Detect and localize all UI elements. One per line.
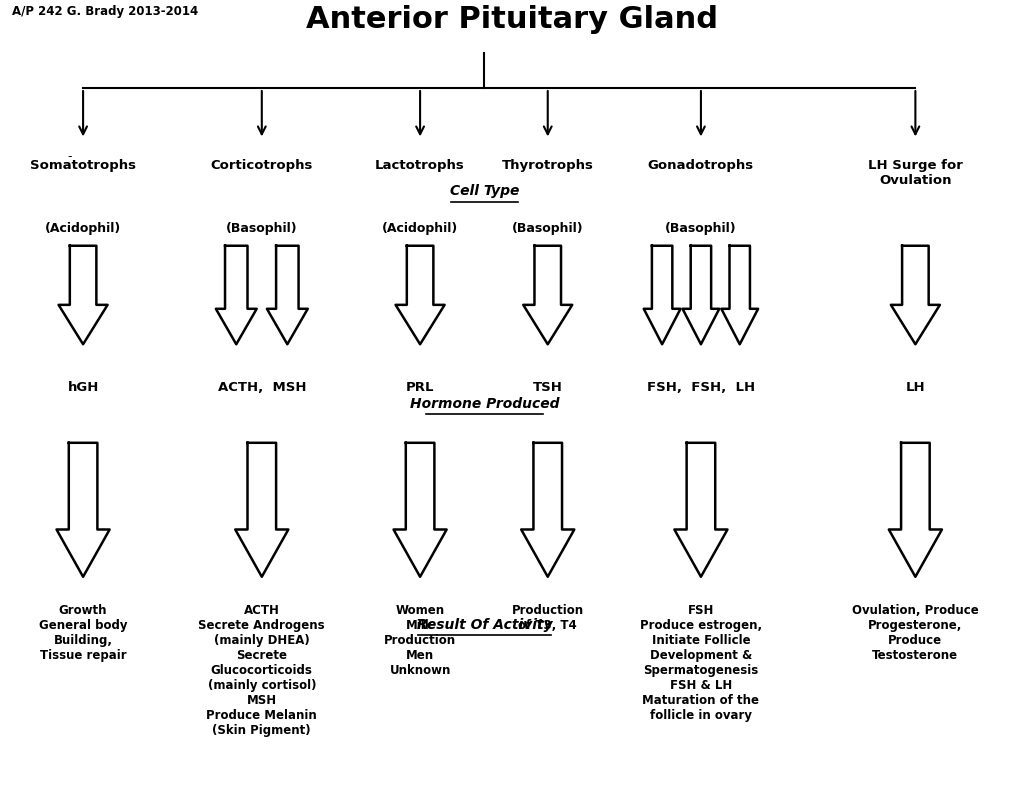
Text: Thyrotrophs: Thyrotrophs [502, 159, 594, 172]
Text: LH: LH [905, 381, 926, 394]
Text: Ovulation, Produce
Progesterone,
Produce
Testosterone: Ovulation, Produce Progesterone, Produce… [852, 604, 979, 662]
Text: ACTH
Secrete Androgens
(mainly DHEA)
Secrete
Glucocorticoids
(mainly cortisol)
M: ACTH Secrete Androgens (mainly DHEA) Sec… [199, 604, 325, 737]
Text: ACTH,  MSH: ACTH, MSH [217, 381, 306, 394]
Polygon shape [58, 246, 108, 344]
Polygon shape [721, 246, 758, 344]
Polygon shape [523, 246, 572, 344]
Polygon shape [644, 246, 681, 344]
Polygon shape [267, 246, 308, 344]
Text: (Basophil): (Basophil) [512, 222, 584, 235]
Text: Cell Type: Cell Type [450, 184, 519, 199]
Text: Result Of Activity: Result Of Activity [417, 618, 552, 632]
Text: (Acidophil): (Acidophil) [45, 222, 121, 235]
Polygon shape [889, 443, 942, 577]
Text: LH Surge for
Ovulation: LH Surge for Ovulation [868, 159, 963, 187]
Text: Corticotrophs: Corticotrophs [211, 159, 313, 172]
Polygon shape [395, 246, 444, 344]
Polygon shape [675, 443, 727, 577]
Text: PRL: PRL [406, 381, 434, 394]
Polygon shape [521, 443, 574, 577]
Polygon shape [236, 443, 289, 577]
Polygon shape [683, 246, 719, 344]
Text: Anterior Pituitary Gland: Anterior Pituitary Gland [306, 6, 718, 34]
Text: Growth
General body
Building,
Tissue repair: Growth General body Building, Tissue rep… [39, 604, 127, 662]
Text: FSH
Produce estrogen,
Initiate Follicle
Development &
Spermatogenesis
FSH & LH
M: FSH Produce estrogen, Initiate Follicle … [640, 604, 762, 722]
Text: Women
Milk
Production
Men
Unknown: Women Milk Production Men Unknown [384, 604, 456, 677]
Text: Production
of T3, T4: Production of T3, T4 [512, 604, 584, 632]
Text: Somatotrophs: Somatotrophs [30, 159, 136, 172]
Text: (Acidophil): (Acidophil) [382, 222, 458, 235]
Text: A/P 242 G. Brady 2013-2014: A/P 242 G. Brady 2013-2014 [11, 6, 198, 18]
Text: (Basophil): (Basophil) [226, 222, 298, 235]
Text: Hormone Produced: Hormone Produced [410, 397, 559, 411]
Text: (Basophil): (Basophil) [666, 222, 736, 235]
Polygon shape [393, 443, 446, 577]
Text: Lactotrophs: Lactotrophs [375, 159, 465, 172]
Text: FSH,  FSH,  LH: FSH, FSH, LH [647, 381, 755, 394]
Polygon shape [891, 246, 940, 344]
Polygon shape [216, 246, 257, 344]
Text: Gonadotrophs: Gonadotrophs [648, 159, 754, 172]
Text: TSH: TSH [532, 381, 562, 394]
Polygon shape [56, 443, 110, 577]
Text: hGH: hGH [68, 381, 98, 394]
Text: -: - [68, 149, 73, 163]
